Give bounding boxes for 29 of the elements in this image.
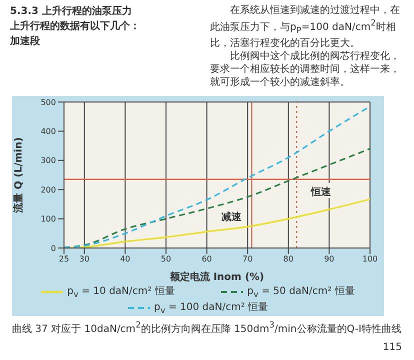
text: 曲线 37 对应于 10daN/cm$^{2}$的比例方向阀在压降 150dm$^{3}$/min公称流量的Q-I特性曲线 <box>12 320 402 336</box>
y-tick-label: 200 <box>40 185 56 194</box>
text: 在系统从恒速到减速的过渡过程中，在此油泵压力下，与p$_{P}$=100 daN/cm$^{2}$时相比，活塞行程变化的百分比更大。 <box>210 5 400 50</box>
y-tick-label: 500 <box>40 98 56 107</box>
x-tick-label: 100 <box>362 254 378 264</box>
y-axis-title: 流量 Q (L/min) <box>12 137 25 214</box>
x-tick-label: 80 <box>283 254 294 264</box>
y-tick-label: 0 <box>50 244 56 253</box>
x-tick-label: 40 <box>120 254 130 264</box>
x-axis-title: 额定电流 Inom (%) <box>168 271 264 283</box>
legend-label: p$_{v}$ = 10 daN/cm² 恒量 <box>67 284 175 299</box>
text: 5.3.3 上升行程的油泵压力 <box>10 6 132 17</box>
y-tick-label: 100 <box>40 214 56 224</box>
x-tick-label: 25 <box>58 254 70 264</box>
text: 比例阀中这个成比例的阀芯行程变化，要求一个相应较长的调整时间，这样一来，就可形成一个较小的减速斜率。 <box>210 51 400 88</box>
x-tick-label: 70 <box>242 254 253 264</box>
text: 115 <box>382 342 402 353</box>
y-tick-label: 400 <box>40 127 56 136</box>
y-tick-label: 300 <box>40 156 56 166</box>
x-tick-label: 60 <box>202 254 212 264</box>
x-tick-label: 50 <box>160 254 172 264</box>
legend-label: p$_{v}$ = 100 daN/cm² 恒量 <box>154 300 268 315</box>
text: 上升行程的数据有以下几个： <box>10 21 140 32</box>
text: 加速段 <box>10 36 40 47</box>
x-tick-label: 30 <box>79 254 90 264</box>
legend-label: p$_{v}$ = 50 daN/cm² 恒量 <box>247 284 355 299</box>
annotation: 减速 <box>221 210 242 223</box>
x-tick-label: 90 <box>324 254 334 264</box>
annotation: 恒速 <box>310 186 332 198</box>
